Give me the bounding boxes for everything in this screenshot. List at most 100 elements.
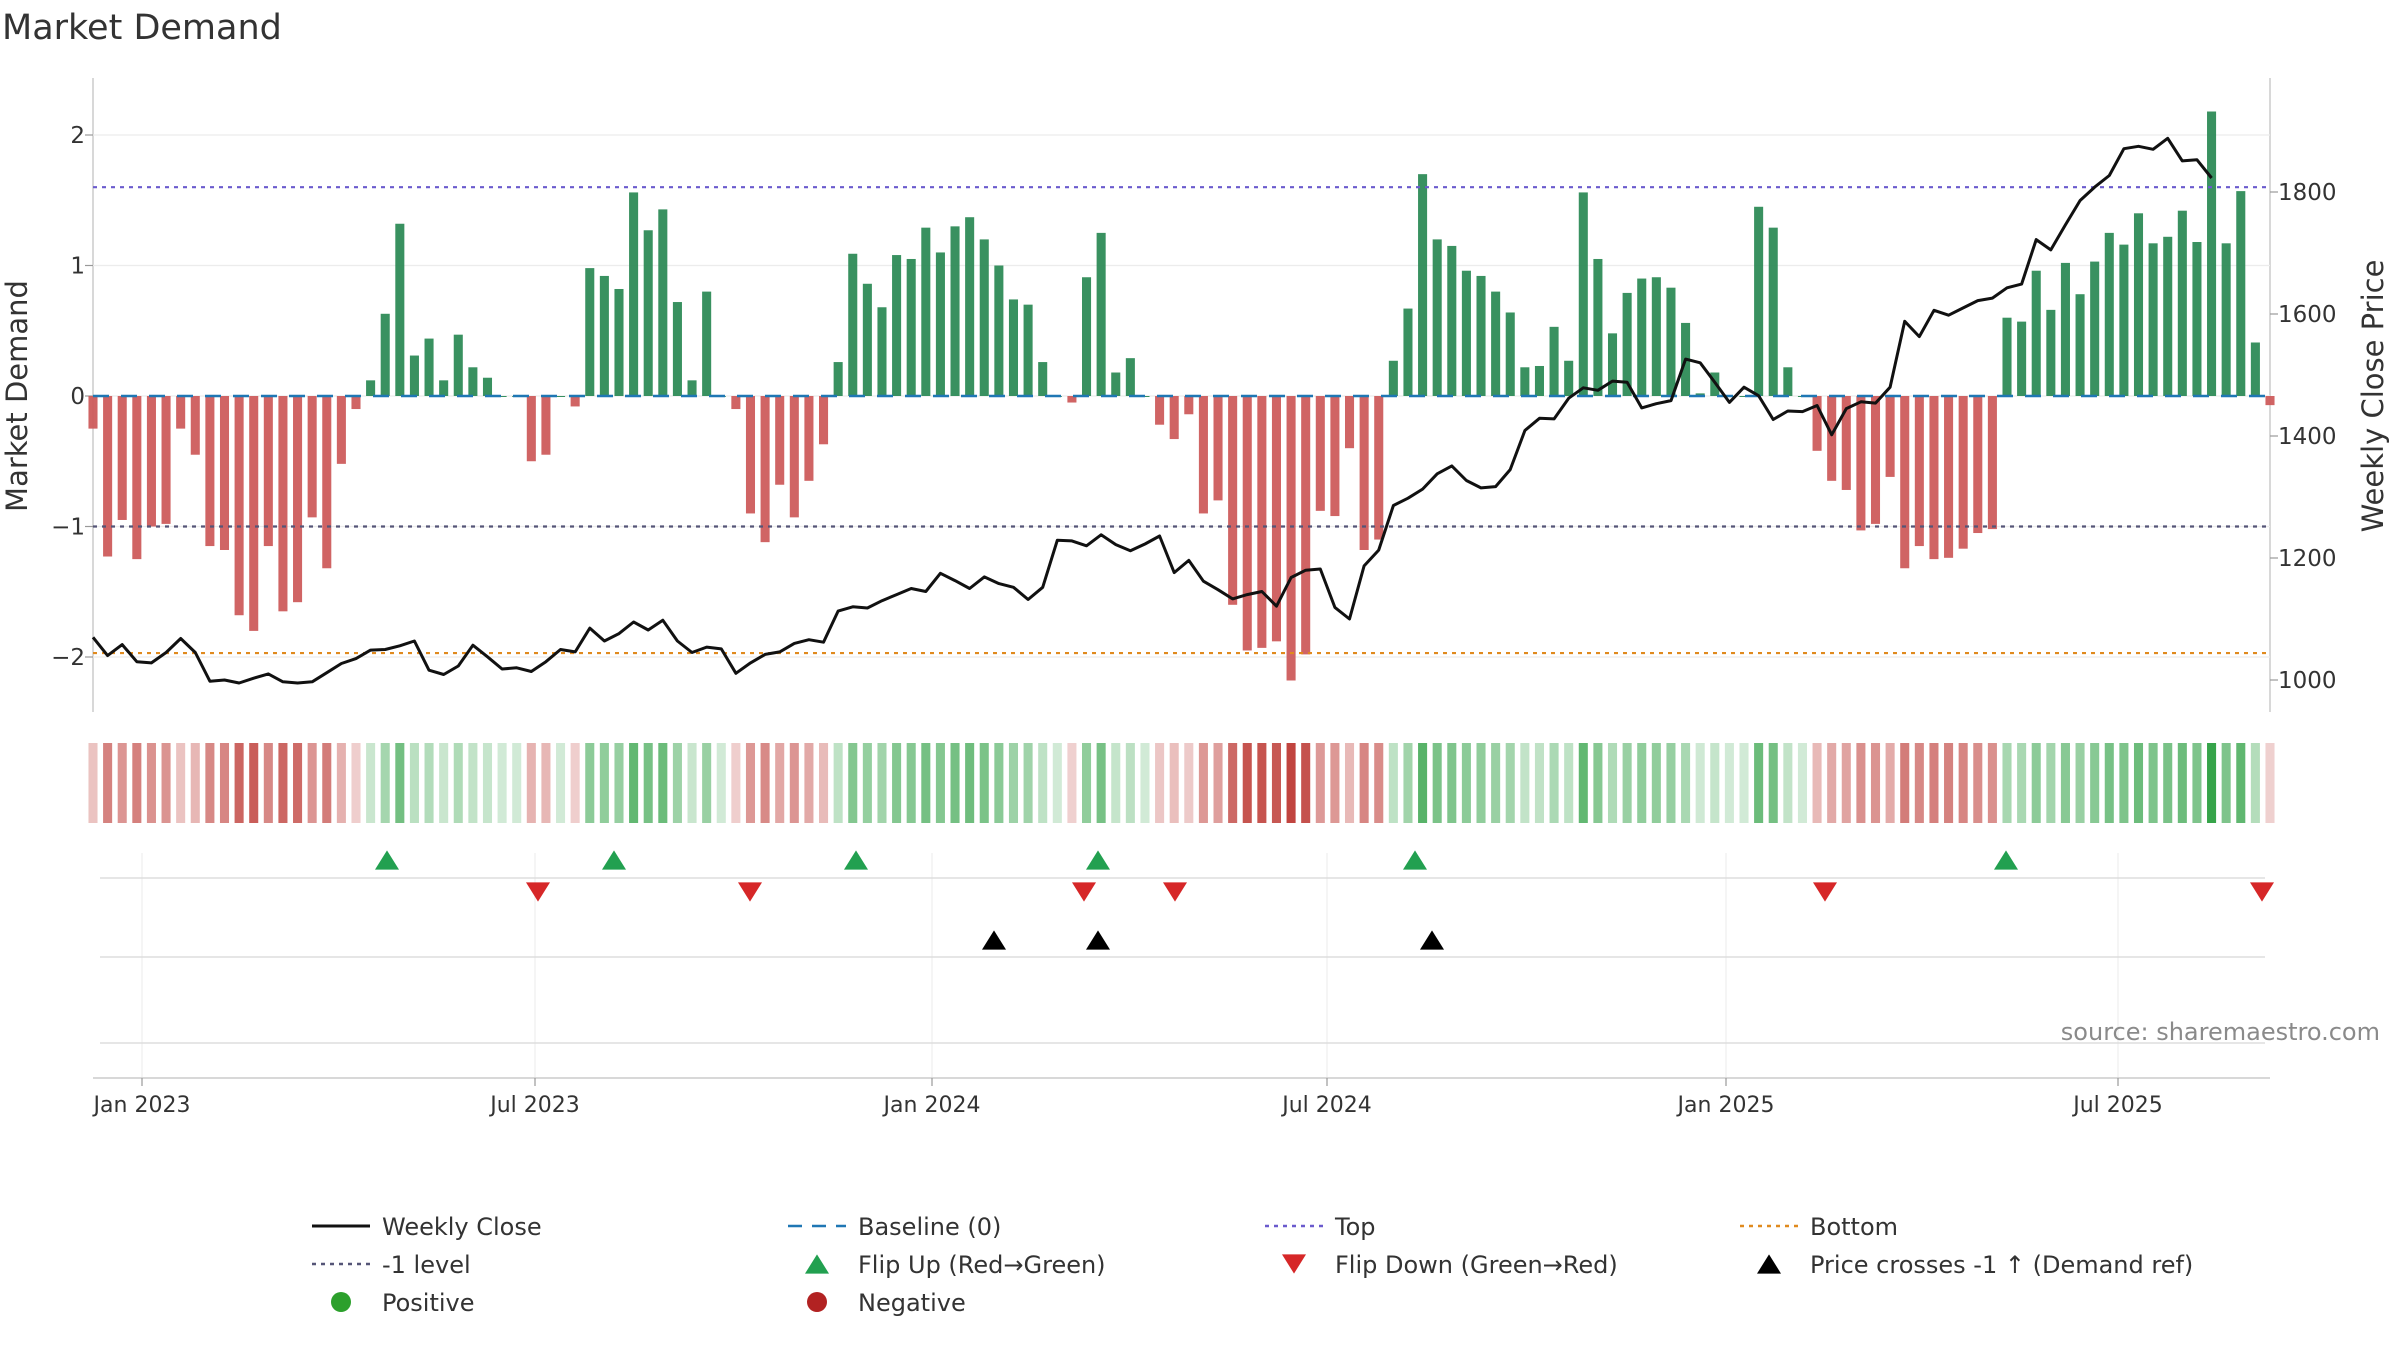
demand-bar <box>2192 242 2202 396</box>
demand-bar <box>2046 309 2056 396</box>
demand-bar <box>1754 206 1764 396</box>
demand-bar <box>293 396 303 603</box>
demand-bar <box>979 239 989 396</box>
demand-bar <box>2017 321 2027 396</box>
heat-cell <box>1257 743 1267 823</box>
legend-item: Positive <box>382 1289 475 1317</box>
demand-bar <box>658 209 668 396</box>
flip-up-marker <box>1994 850 2018 870</box>
demand-bar <box>263 396 273 547</box>
demand-bar <box>1564 360 1574 396</box>
heat-cell <box>146 743 156 823</box>
heat-cell <box>307 743 317 823</box>
heat-cell <box>103 743 113 823</box>
demand-bar <box>1870 396 1881 524</box>
heat-cell <box>322 743 332 823</box>
demand-bar <box>2148 243 2158 396</box>
heat-cell <box>1491 743 1501 823</box>
heat-cell <box>1447 743 1457 823</box>
legend-swatch-triangle-up <box>805 1254 829 1274</box>
heat-cell <box>2133 743 2144 823</box>
heat-cell <box>1637 743 1647 823</box>
heat-cell <box>1125 743 1135 823</box>
y-tick-label: −2 <box>51 645 85 671</box>
heat-cell <box>380 743 390 823</box>
demand-bar <box>702 291 712 396</box>
demand-bar <box>585 268 595 396</box>
demand-bar <box>1330 396 1340 517</box>
heat-cell <box>1885 743 1895 823</box>
demand-bar <box>1914 396 1924 547</box>
demand-bar <box>1768 227 1778 396</box>
chart-title: Market Demand <box>2 8 282 48</box>
price-cross-marker <box>982 930 1006 950</box>
demand-bar <box>103 396 113 557</box>
heat-cell <box>1155 743 1165 823</box>
demand-bar <box>1213 396 1223 501</box>
demand-bar <box>1841 396 1851 490</box>
demand-bar <box>1184 396 1194 415</box>
heat-cell <box>702 743 712 823</box>
heat-cell <box>234 743 244 823</box>
demand-bar <box>687 380 697 396</box>
demand-bar <box>1505 312 1515 396</box>
legend-swatch-triangle-down <box>1282 1254 1306 1274</box>
flip-down-marker <box>2250 882 2274 902</box>
heat-cell <box>760 743 770 823</box>
demand-bar <box>2104 232 2114 396</box>
heat-cell <box>1973 743 1983 823</box>
heat-cell <box>2017 743 2027 823</box>
heat-cell <box>88 743 98 823</box>
demand-bar <box>1374 396 1384 540</box>
demand-bar <box>1301 396 1311 655</box>
y2-tick-label: 1000 <box>2278 668 2337 694</box>
heat-cell <box>1768 743 1778 823</box>
heat-cell <box>2250 743 2260 823</box>
demand-bar <box>2075 294 2085 396</box>
demand-bar <box>556 396 566 397</box>
demand-bar <box>366 380 376 396</box>
demand-bar <box>1973 396 1983 534</box>
demand-bar <box>468 367 478 396</box>
heat-cell <box>687 743 697 823</box>
demand-bar <box>409 355 419 396</box>
heat-cell <box>950 743 960 823</box>
flip-up-marker <box>1403 850 1427 870</box>
demand-bar <box>1491 291 1501 396</box>
heat-cell <box>1812 743 1822 823</box>
heat-cell <box>453 743 463 823</box>
heat-cell <box>1315 743 1325 823</box>
heat-cell <box>556 743 566 823</box>
legend-swatch-triangle-up <box>1757 1254 1781 1274</box>
heat-cell <box>1228 743 1238 823</box>
demand-bar <box>1476 275 1486 396</box>
demand-bar <box>1447 245 1457 396</box>
demand-bar <box>1593 258 1603 396</box>
heat-cell <box>1403 743 1413 823</box>
demand-bar <box>482 377 493 396</box>
flip-down-marker <box>1163 882 1187 902</box>
heat-cell <box>804 743 814 823</box>
demand-bar <box>190 396 200 455</box>
heat-cell <box>1330 743 1340 823</box>
heat-cell <box>278 743 288 823</box>
y2-tick-label: 1800 <box>2278 180 2337 206</box>
heat-cell <box>2192 743 2202 823</box>
demand-bar <box>877 307 887 396</box>
heat-cell <box>1286 743 1296 823</box>
demand-bar <box>1534 365 1544 396</box>
demand-bar <box>804 396 814 481</box>
demand-bar <box>2090 261 2100 396</box>
heat-cell <box>1461 743 1471 823</box>
price-cross-marker <box>1420 930 1444 950</box>
heat-cell <box>1549 743 1559 823</box>
source-text: source: sharemaestro.com <box>2061 1018 2380 1046</box>
demand-bar <box>88 396 98 429</box>
demand-bar <box>205 396 215 547</box>
heat-cell <box>1578 743 1588 823</box>
demand-bar <box>322 396 332 569</box>
demand-bar <box>117 396 127 520</box>
legend-item: Bottom <box>1810 1213 1898 1241</box>
x-tick-label: Jul 2023 <box>488 1093 580 1118</box>
heat-cell <box>1564 743 1574 823</box>
